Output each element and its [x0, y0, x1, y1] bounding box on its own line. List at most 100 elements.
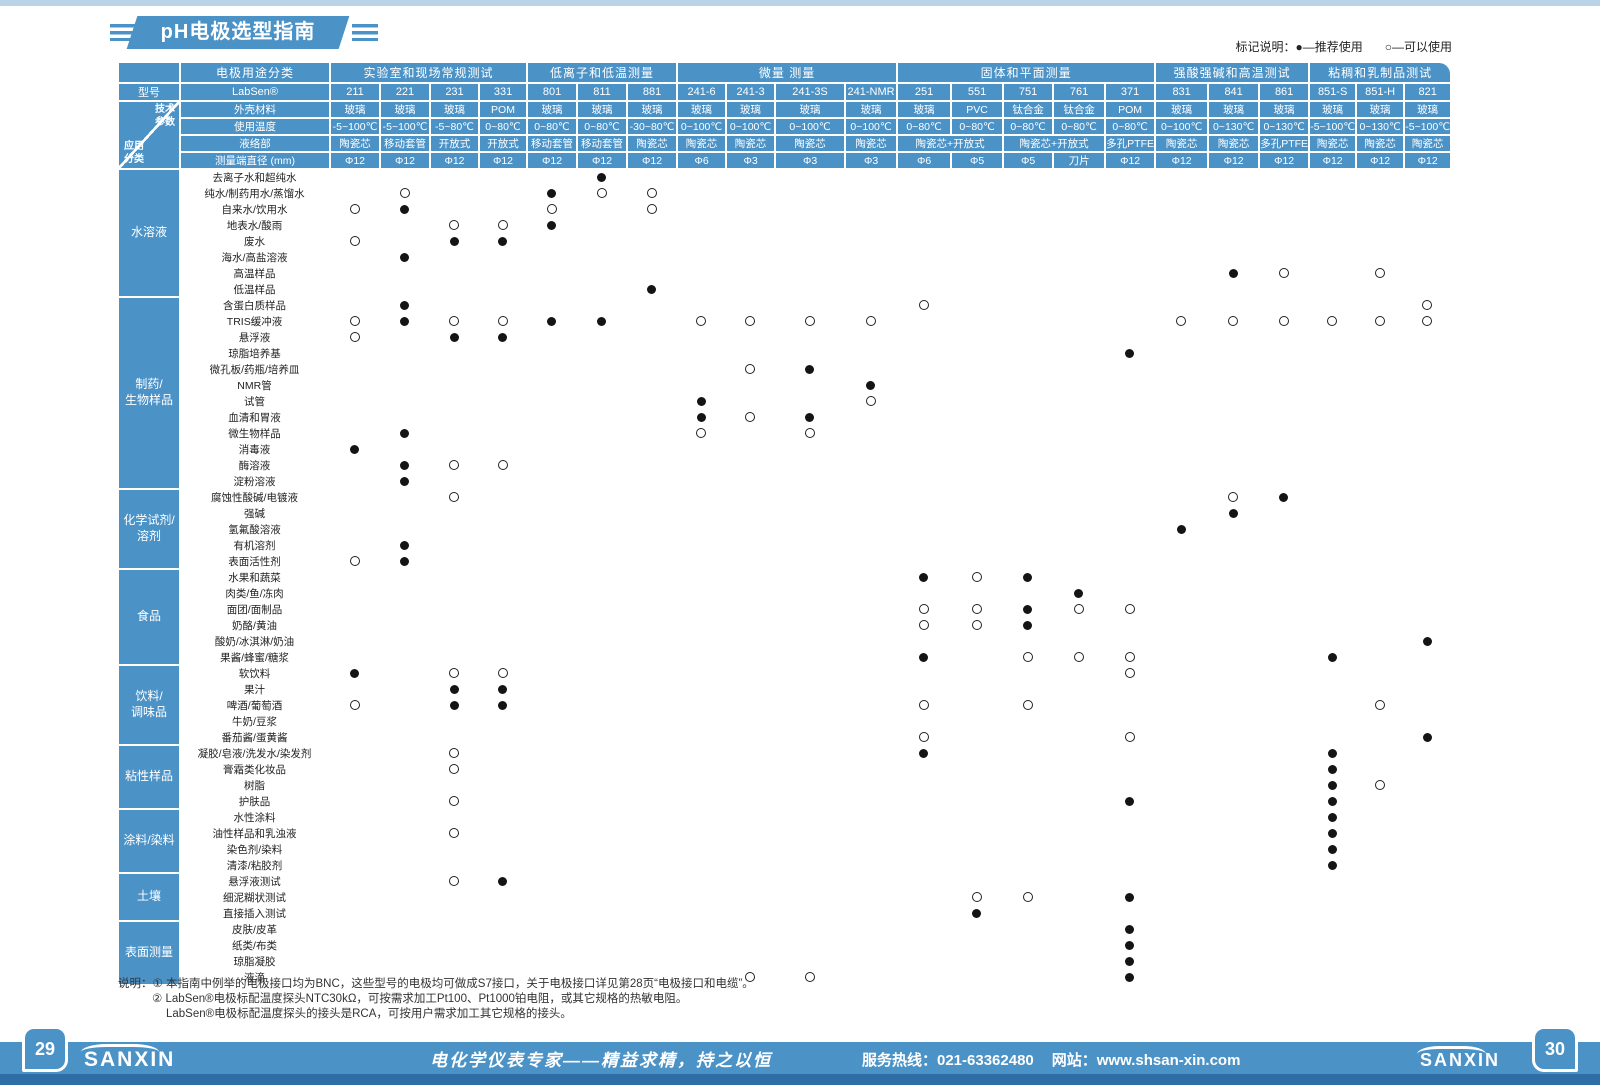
mark-cell: [527, 809, 578, 825]
mark-cell: [627, 281, 678, 297]
mark-cell: [627, 313, 678, 329]
table-row: 食品 水果和蔬菜: [118, 569, 1452, 665]
recommended-dot: [1327, 828, 1337, 838]
table-row: 液滴: [118, 969, 1452, 985]
mark-cell: [380, 217, 430, 233]
mark-cell: [577, 313, 628, 329]
mark-cell: [677, 889, 727, 905]
mark-cell: [527, 793, 578, 809]
mark-cell: [677, 617, 727, 633]
mark-cell: [1309, 185, 1357, 201]
param-value: 玻璃: [677, 101, 727, 118]
mark-cell: [627, 681, 678, 697]
mark-cell: [951, 969, 1004, 985]
mark-cell: [1208, 905, 1260, 921]
mark-cell: [330, 665, 380, 681]
mark-cell: [330, 217, 380, 233]
table-row: 地表水/酸雨: [118, 217, 1452, 233]
mark-cell: [1105, 169, 1156, 185]
mark-cell: [951, 729, 1004, 745]
mark-cell: [677, 841, 727, 857]
section-label: 饮料/调味品: [118, 665, 180, 745]
mark-cell: [1155, 633, 1209, 649]
mark-cell: [527, 969, 578, 985]
mark-cell: [897, 185, 952, 201]
mark-cell: [1208, 953, 1260, 969]
recommended-dot: [1327, 780, 1337, 790]
mark-cell: [726, 313, 776, 329]
mark-cell: [1003, 553, 1054, 569]
mark-cell: [479, 889, 528, 905]
mark-cell: [330, 345, 380, 361]
table-row: 树脂: [118, 777, 1452, 793]
mark-cell: [479, 185, 528, 201]
mark-cell: [430, 921, 479, 937]
mark-cell: [1208, 233, 1260, 249]
recommended-dot: [696, 412, 706, 422]
group-header: 微量 测量: [677, 62, 898, 83]
mark-cell: [845, 393, 898, 409]
mark-cell: [1003, 969, 1054, 985]
recommended-dot: [449, 684, 459, 694]
mark-cell: [527, 265, 578, 281]
mark-cell: [330, 297, 380, 313]
usable-dot: [865, 316, 876, 327]
mark-cell: [380, 201, 430, 217]
mark-cell: [1259, 937, 1310, 953]
mark-cell: [1053, 505, 1106, 521]
mark-cell: [627, 873, 678, 889]
mark-cell: [1404, 185, 1452, 201]
mark-cell: [1356, 441, 1405, 457]
param-label: 液络部: [180, 135, 330, 152]
mark-cell: [1259, 825, 1310, 841]
mark-cell: [430, 169, 479, 185]
mark-cell: [775, 729, 846, 745]
recommended-dot: [498, 876, 507, 886]
mark-cell: [726, 793, 776, 809]
mark-cell: [627, 473, 678, 489]
mark-cell: [1404, 857, 1452, 873]
table-row: 有机溶剂: [118, 537, 1452, 553]
table-row: 琼脂凝胶: [118, 953, 1452, 969]
mark-cell: [1053, 409, 1106, 425]
recommended-dot: [597, 316, 607, 326]
recommended-dot: [400, 556, 409, 566]
table-row: 微孔板/药瓶/培养皿: [118, 361, 1452, 377]
mark-cell: [1404, 889, 1452, 905]
mark-cell: [1356, 825, 1405, 841]
mark-cell: [1105, 457, 1156, 473]
mark-cell: [577, 329, 628, 345]
mark-cell: [677, 505, 727, 521]
mark-cell: [1155, 425, 1209, 441]
recommended-dot: [1125, 940, 1135, 950]
mark-cell: [775, 425, 846, 441]
mark-cell: [1309, 233, 1357, 249]
mark-cell: [677, 441, 727, 457]
mark-cell: [775, 761, 846, 777]
mark-cell: [1356, 201, 1405, 217]
mark-cell: [380, 953, 430, 969]
param-value: 陶瓷芯: [775, 135, 846, 152]
mark-cell: [1003, 489, 1054, 505]
row-label: 肉类/鱼/冻肉: [180, 585, 330, 601]
mark-cell: [677, 361, 727, 377]
mark-cell: [1259, 761, 1310, 777]
mark-cell: [1259, 905, 1310, 921]
mark-cell: [897, 649, 952, 665]
mark-cell: [627, 809, 678, 825]
recommended-dot: [805, 412, 815, 422]
mark-cell: [1208, 217, 1260, 233]
mark-cell: [1155, 281, 1209, 297]
mark-cell: [1356, 281, 1405, 297]
mark-cell: [726, 361, 776, 377]
mark-cell: [479, 649, 528, 665]
mark-cell: [1404, 569, 1452, 585]
recommended-dot: [400, 204, 409, 214]
mark-cell: [527, 169, 578, 185]
mark-cell: [951, 457, 1004, 473]
mark-cell: [1309, 505, 1357, 521]
mark-cell: [1155, 857, 1209, 873]
mark-cell: [1208, 441, 1260, 457]
mark-cell: [627, 585, 678, 601]
mark-cell: [775, 841, 846, 857]
